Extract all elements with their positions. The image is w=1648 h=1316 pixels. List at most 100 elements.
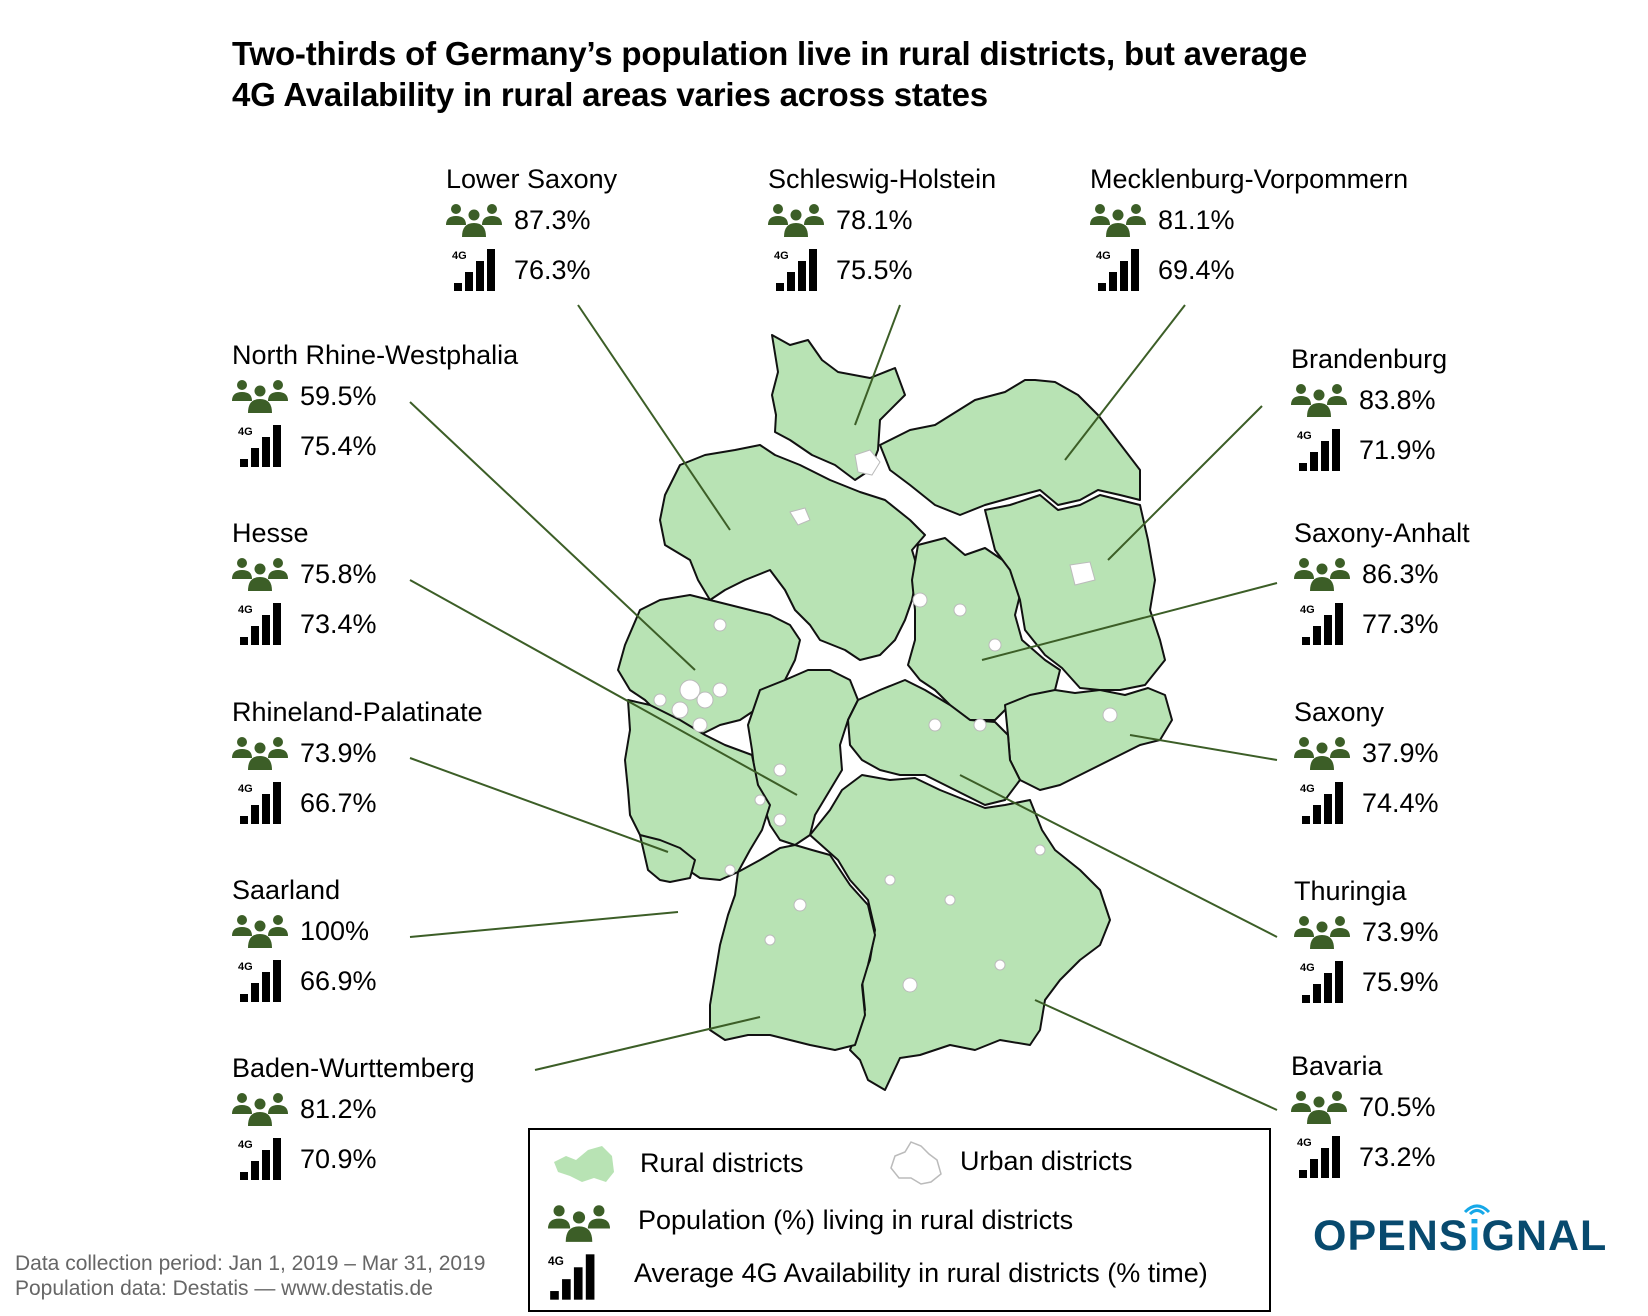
availability-value: 76.3% <box>514 254 591 285</box>
availability-value: 74.4% <box>1362 787 1439 818</box>
availability-value: 75.4% <box>300 430 377 461</box>
state-label-saxony: Saxony 37.9% 74.4% <box>1294 696 1624 828</box>
population-value: 75.8% <box>300 558 377 589</box>
population-value: 70.5% <box>1359 1091 1436 1122</box>
rural-district-swatch-icon <box>554 1146 614 1182</box>
state-name: Saarland <box>232 875 341 905</box>
legend-population-label: Population (%) living in rural districts <box>638 1205 1074 1235</box>
state-label-lower-saxony: Lower Saxony 87.3% 76.3% <box>446 163 776 295</box>
people-group-icon <box>1291 1090 1347 1124</box>
4g-signal-icon <box>238 1137 288 1181</box>
population-value: 37.9% <box>1362 737 1439 768</box>
population-value: 81.2% <box>300 1093 377 1124</box>
people-group-icon <box>768 203 824 237</box>
state-label-rhineland-palatinate: Rhineland-Palatinate 73.9% 66.7% <box>232 696 562 828</box>
availability-value: 77.3% <box>1362 608 1439 639</box>
state-name: Mecklenburg-Vorpommern <box>1090 164 1409 194</box>
availability-value: 71.9% <box>1359 434 1436 465</box>
availability-value: 66.9% <box>300 965 377 996</box>
people-group-icon <box>1294 915 1350 949</box>
people-group-icon <box>446 203 502 237</box>
population-value: 86.3% <box>1362 558 1439 589</box>
legend-urban-label: Urban districts <box>960 1146 1133 1176</box>
4g-signal-icon <box>1096 248 1146 292</box>
4g-signal-icon <box>238 424 288 468</box>
state-label-schleswig-holstein: Schleswig-Holstein 78.1% 75.5% <box>768 163 1098 295</box>
people-group-icon <box>1294 736 1350 770</box>
population-value: 83.8% <box>1359 384 1436 415</box>
state-name: Brandenburg <box>1291 344 1448 374</box>
4g-signal-icon <box>1300 781 1350 825</box>
state-thuringia <box>847 679 1021 806</box>
availability-value: 73.2% <box>1359 1141 1436 1172</box>
people-group-icon <box>1294 557 1350 591</box>
title-line-2: 4G Availability in rural areas varies ac… <box>232 76 988 113</box>
logo-text-part1: OPENS <box>1313 1212 1469 1260</box>
4g-signal-icon <box>1300 960 1350 1004</box>
4g-signal-icon <box>548 1252 602 1302</box>
population-value: 73.9% <box>300 737 377 768</box>
legend-availability-label: Average 4G Availability in rural distric… <box>634 1258 1208 1288</box>
people-group-icon <box>232 1092 288 1126</box>
state-label-hesse: Hesse 75.8% 73.4% <box>232 517 562 649</box>
availability-value: 75.9% <box>1362 966 1439 997</box>
state-name: North Rhine-Westphalia <box>232 340 519 370</box>
state-label-bavaria: Bavaria 70.5% 73.2% <box>1291 1050 1621 1182</box>
opensignal-logo: OPENS iGNAL <box>1313 1204 1608 1261</box>
logo-text-part3: GNAL <box>1481 1212 1608 1260</box>
4g-signal-icon <box>1297 428 1347 472</box>
logo-text-part2: i <box>1468 1212 1482 1260</box>
state-label-baden-wurttemberg: Baden-Wurttemberg 81.2% 70.9% <box>232 1052 562 1184</box>
state-label-brandenburg: Brandenburg 83.8% 71.9% <box>1291 343 1621 475</box>
4g-signal-icon <box>452 248 502 292</box>
people-group-icon <box>232 736 288 770</box>
footnote: Data collection period: Jan 1, 2019 – Ma… <box>15 1251 485 1301</box>
state-label-saxony-anhalt: Saxony-Anhalt 86.3% 77.3% <box>1294 517 1624 649</box>
4g-signal-icon <box>1297 1135 1347 1179</box>
state-label-thuringia: Thuringia 73.9% 75.9% <box>1294 875 1624 1007</box>
legend: Rural districts Urban districts Populati… <box>528 1128 1271 1312</box>
state-lower-saxony <box>659 444 926 661</box>
people-group-icon <box>1090 203 1146 237</box>
state-label-north-rhine-westphalia: North Rhine-Westphalia 59.5% 75.4% <box>232 339 562 471</box>
state-rhineland-palatinate <box>624 699 771 881</box>
state-name: Bavaria <box>1291 1051 1383 1081</box>
state-name: Saxony-Anhalt <box>1294 518 1470 548</box>
availability-value: 70.9% <box>300 1143 377 1174</box>
map-rural-districts <box>617 334 1173 1091</box>
state-mecklenburg <box>879 379 1141 516</box>
population-value: 78.1% <box>836 204 913 235</box>
population-value: 81.1% <box>1158 204 1235 235</box>
wifi-signal-icon <box>1463 1204 1490 1216</box>
population-value: 59.5% <box>300 380 377 411</box>
legend-rural-label: Rural districts <box>640 1148 804 1178</box>
availability-value: 69.4% <box>1158 254 1235 285</box>
people-group-icon <box>548 1204 610 1242</box>
people-group-icon <box>232 379 288 413</box>
state-saxony <box>1004 687 1173 791</box>
map-urban-districts <box>653 449 1118 993</box>
state-name: Baden-Wurttemberg <box>232 1053 475 1083</box>
availability-value: 73.4% <box>300 608 377 639</box>
state-label-saarland: Saarland 100% 66.9% <box>232 874 562 1006</box>
footnote-population-source: Population data: Destatis — www.destatis… <box>15 1277 433 1300</box>
population-value: 100% <box>300 915 370 946</box>
people-group-icon <box>1291 383 1347 417</box>
people-group-icon <box>232 914 288 948</box>
availability-value: 75.5% <box>836 254 913 285</box>
4g-signal-icon <box>238 959 288 1003</box>
population-value: 87.3% <box>514 204 591 235</box>
population-value: 73.9% <box>1362 916 1439 947</box>
state-name: Lower Saxony <box>446 164 618 194</box>
state-baden-wurttemberg <box>709 844 876 1051</box>
state-name: Rhineland-Palatinate <box>232 697 483 727</box>
state-name: Schleswig-Holstein <box>768 164 997 194</box>
state-name: Hesse <box>232 518 309 548</box>
state-label-mecklenburg-vorpommern: Mecklenburg-Vorpommern 81.1% 69.4% <box>1090 163 1420 295</box>
title-line-1: Two-thirds of Germany’s population live … <box>232 35 1307 72</box>
footnote-data-period: Data collection period: Jan 1, 2019 – Ma… <box>15 1252 486 1275</box>
state-brandenburg <box>984 494 1166 691</box>
people-group-icon <box>232 557 288 591</box>
chart-title: Two-thirds of Germany’s population live … <box>232 33 1612 115</box>
